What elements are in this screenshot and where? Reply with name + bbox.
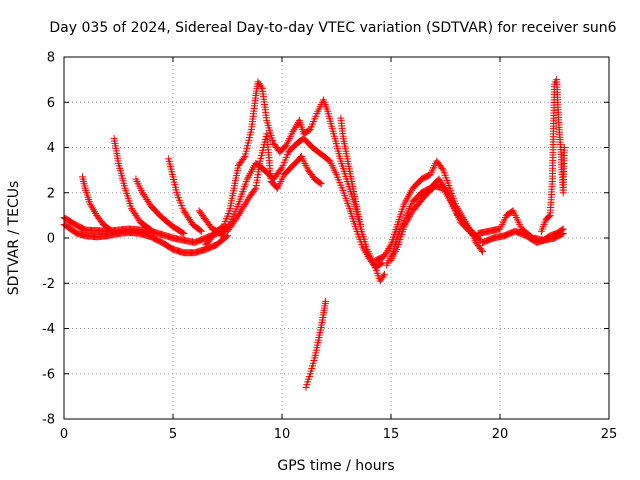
data-point [180,229,188,237]
y-tick-label: 0 [47,232,55,247]
data-point [241,201,249,209]
data-point [558,230,566,238]
x-tick-label: 15 [383,427,400,442]
data-point [559,229,567,237]
data-point [560,144,568,151]
y-tick-label: 6 [47,96,55,111]
y-tick-label: -4 [42,322,55,337]
series-tail-2 [479,227,567,247]
y-tick-label: 8 [47,51,55,66]
data-point [473,233,481,241]
data-point [477,246,485,254]
series-arc-1 [79,173,116,235]
x-tick-label: 25 [601,427,618,442]
data-point [240,154,248,162]
data-point [107,226,115,234]
y-tick-label: -2 [42,277,55,292]
data-point [379,272,387,280]
data-point [239,204,247,212]
data-point [243,197,251,205]
y-tick-label: -6 [42,367,55,382]
data-point [438,165,446,173]
data-point [222,233,230,241]
data-point [108,227,116,235]
series-negative-arc [302,297,330,391]
plot-frame [63,56,610,420]
data-points [60,76,568,391]
y-tick-label: 2 [47,186,55,201]
data-point [235,210,243,218]
data-point [146,225,154,233]
data-point [316,179,324,187]
data-point [197,227,205,235]
series-late-peak [337,114,364,228]
data-point [545,213,553,221]
data-point [234,211,242,219]
x-tick-label: 5 [169,427,177,442]
series-arc-4 [165,155,205,235]
data-point [179,229,187,237]
data-point [257,83,265,91]
data-point [317,180,325,188]
data-point [380,270,388,278]
data-point [251,186,259,194]
series-rise-3 [224,130,325,235]
y-axis-label: SDTVAR / TECUs [6,181,22,296]
data-point [277,165,285,173]
x-axis-label: GPS time / hours [277,458,394,474]
data-point [240,202,248,210]
data-point [479,248,487,256]
data-point [238,206,246,214]
series-recovery-3 [387,182,482,265]
data-point [377,260,385,268]
series-arc-2 [110,134,155,234]
chart-title: Day 035 of 2024, Sidereal Day-to-day VTE… [49,20,616,36]
data-point [147,226,155,234]
y-tick-label: -8 [42,413,55,428]
y-tick-label: 4 [47,141,55,156]
series-arc-3 [132,175,188,237]
x-tick-label: 10 [274,427,291,442]
x-tick-label: 0 [60,427,68,442]
series-recovery-1 [372,157,487,265]
x-tick-label: 20 [492,427,509,442]
data-point [356,220,364,228]
data-point [242,199,250,207]
series-rise-1 [202,78,388,285]
data-point [237,208,245,216]
data-point [322,297,330,305]
data-point [196,226,204,234]
series-end-spike [537,76,568,235]
